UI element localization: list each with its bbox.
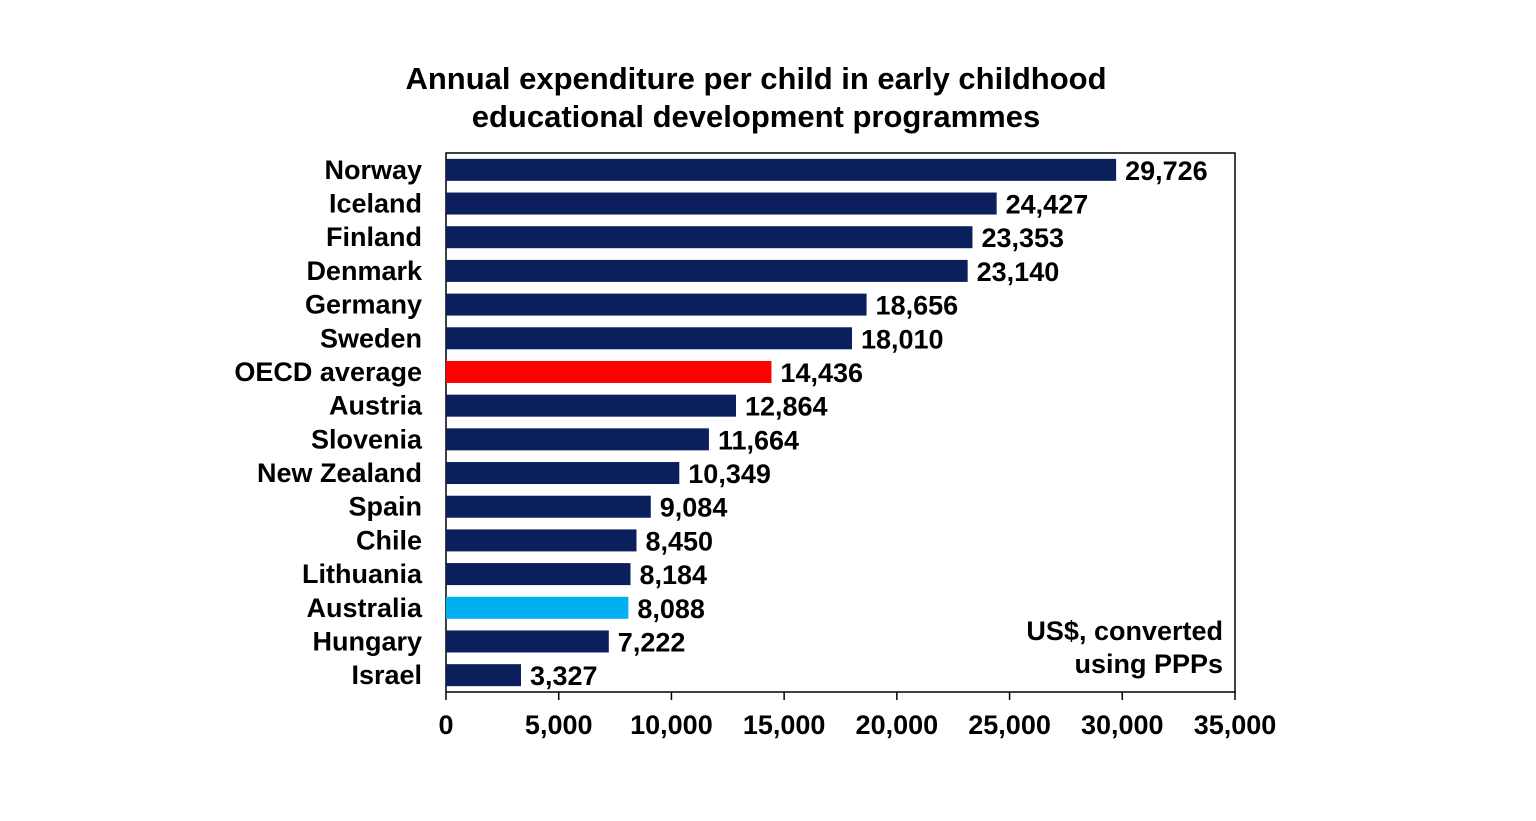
category-label-new-zealand: New Zealand	[257, 458, 422, 488]
value-label-new-zealand: 10,349	[688, 459, 771, 489]
value-label-austria: 12,864	[745, 392, 828, 422]
bar-hungary	[446, 630, 609, 653]
category-label-finland: Finland	[326, 222, 422, 252]
value-label-denmark: 23,140	[977, 257, 1060, 287]
value-label-spain: 9,084	[660, 493, 728, 523]
value-label-hungary: 7,222	[618, 627, 686, 657]
x-tick-label: 15,000	[743, 710, 826, 740]
category-label-denmark: Denmark	[306, 256, 423, 286]
units-annotation-line-1: US$, converted	[1026, 616, 1223, 646]
value-label-chile: 8,450	[645, 526, 713, 556]
bar-israel	[446, 664, 522, 687]
category-label-oecd-average: OECD average	[234, 357, 422, 387]
bar-norway	[446, 158, 1117, 181]
bar-austria	[446, 394, 736, 417]
bar-oecd-average	[446, 360, 772, 383]
bar-slovenia	[446, 428, 709, 451]
x-tick-label: 35,000	[1194, 710, 1277, 740]
bar-denmark	[446, 259, 968, 282]
value-label-slovenia: 11,664	[718, 425, 799, 455]
category-label-hungary: Hungary	[312, 626, 422, 656]
value-label-germany: 18,656	[876, 291, 959, 321]
bar-finland	[446, 226, 973, 249]
category-label-austria: Austria	[329, 391, 423, 421]
category-label-australia: Australia	[306, 593, 423, 623]
category-label-israel: Israel	[351, 660, 422, 690]
value-label-israel: 3,327	[530, 661, 598, 691]
bar-chile	[446, 529, 637, 552]
category-label-spain: Spain	[348, 492, 422, 522]
value-label-oecd-average: 14,436	[780, 358, 863, 388]
x-tick-label: 30,000	[1081, 710, 1164, 740]
plot-area-frame	[445, 152, 1236, 693]
value-label-sweden: 18,010	[861, 324, 944, 354]
value-label-norway: 29,726	[1125, 156, 1208, 186]
bar-iceland	[446, 192, 997, 215]
bar-australia	[446, 596, 629, 619]
value-label-australia: 8,088	[637, 594, 705, 624]
category-label-iceland: Iceland	[329, 189, 422, 219]
chart-title-line-1: Annual expenditure per child in early ch…	[405, 61, 1106, 96]
x-tick-label: 10,000	[630, 710, 713, 740]
bar-spain	[446, 495, 651, 518]
category-label-germany: Germany	[305, 290, 422, 320]
chart-title-line-2: educational development programmes	[472, 99, 1040, 134]
category-label-sweden: Sweden	[320, 323, 422, 353]
x-axis: 0 5,000 10,000 15,000 20,000 25,000 30,000 35,0…	[438, 692, 1276, 740]
category-label-slovenia: Slovenia	[311, 424, 423, 454]
bar-new-zealand	[446, 462, 680, 485]
value-label-iceland: 24,427	[1006, 190, 1089, 220]
value-label-lithuania: 8,184	[639, 560, 707, 590]
value-label-finland: 23,353	[981, 223, 1064, 253]
category-label-lithuania: Lithuania	[302, 559, 423, 589]
bar-sweden	[446, 327, 852, 350]
x-tick-label: 25,000	[968, 710, 1051, 740]
bar-germany	[446, 293, 867, 316]
x-tick-label: 0	[438, 710, 453, 740]
bars-group	[446, 158, 1117, 687]
category-label-norway: Norway	[324, 155, 422, 185]
x-tick-label: 20,000	[856, 710, 939, 740]
bar-lithuania	[446, 563, 631, 586]
units-annotation-line-2: using PPPs	[1074, 649, 1223, 679]
category-label-chile: Chile	[356, 525, 422, 555]
x-tick-label: 5,000	[525, 710, 593, 740]
